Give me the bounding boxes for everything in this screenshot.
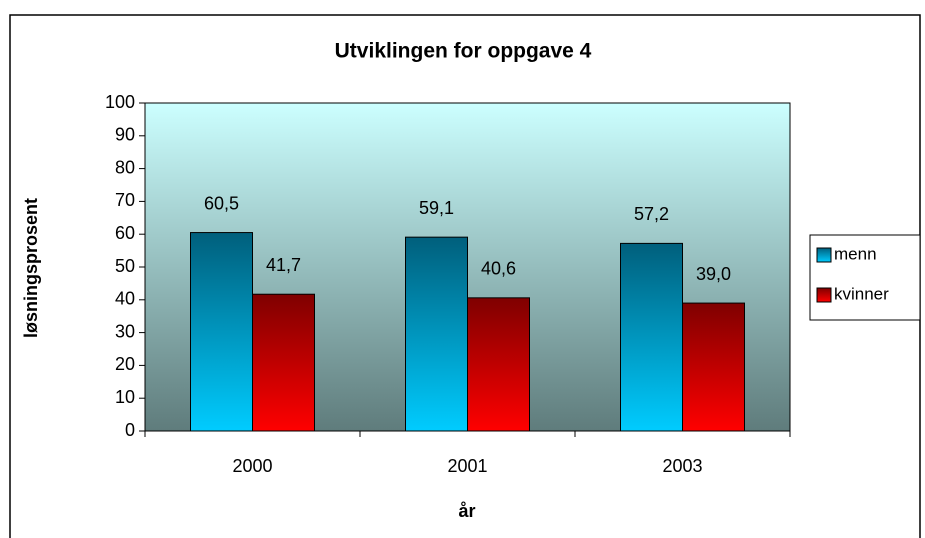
legend-swatch (816, 247, 832, 263)
y-tick-label: 100 (105, 92, 135, 112)
y-tick-label: 50 (115, 256, 135, 276)
y-tick-label: 10 (115, 387, 135, 407)
value-label: 59,1 (419, 198, 454, 218)
bar (620, 242, 683, 432)
y-axis-title: løsningsprosent (21, 198, 41, 338)
bar (467, 297, 530, 432)
value-label: 60,5 (204, 193, 239, 213)
bar (252, 293, 315, 432)
x-axis-title: år (458, 501, 475, 521)
x-tick-label: 2000 (232, 456, 272, 476)
y-tick-label: 40 (115, 289, 135, 309)
value-label: 57,2 (634, 204, 669, 224)
y-tick-label: 80 (115, 157, 135, 177)
value-label: 39,0 (696, 264, 731, 284)
y-tick-label: 30 (115, 321, 135, 341)
legend-label: kvinner (834, 284, 889, 303)
y-tick-label: 0 (125, 420, 135, 440)
bar (405, 236, 468, 432)
legend-swatch (816, 287, 832, 303)
value-label: 40,6 (481, 259, 516, 279)
value-label: 41,7 (266, 255, 301, 275)
y-tick-label: 20 (115, 354, 135, 374)
y-tick-label: 60 (115, 223, 135, 243)
x-tick-label: 2003 (662, 456, 702, 476)
bar (682, 302, 745, 432)
y-tick-label: 70 (115, 190, 135, 210)
x-tick-label: 2001 (447, 456, 487, 476)
legend-label: menn (834, 244, 877, 263)
chart-title: Utviklingen for oppgave 4 (335, 40, 592, 63)
bar (190, 232, 253, 432)
y-tick-label: 90 (115, 125, 135, 145)
